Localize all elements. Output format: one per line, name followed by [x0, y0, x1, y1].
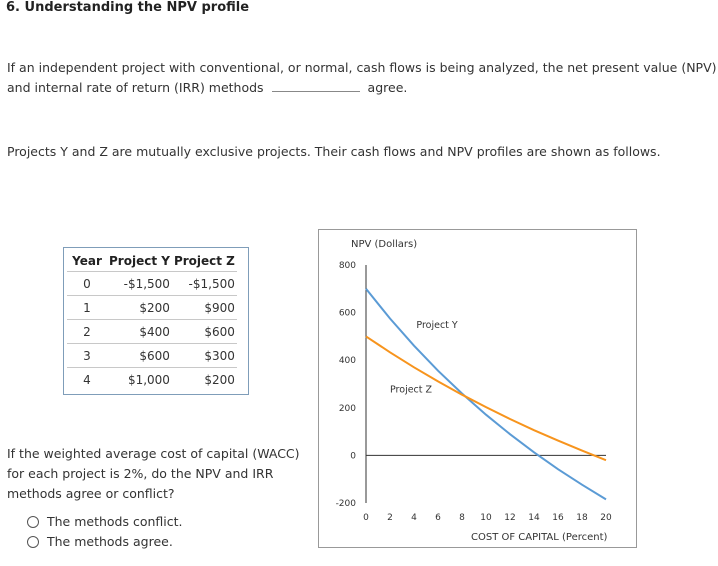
wacc-question: If the weighted average cost of capital … [7, 444, 307, 504]
table-row: 3 $600 $300 [67, 343, 237, 368]
chart-series-line [365, 288, 607, 501]
option-methods-agree[interactable]: The methods agree. [27, 534, 173, 549]
table-row: 1 $200 $900 [67, 295, 237, 320]
projects-intro: Projects Y and Z are mutually exclusive … [7, 144, 661, 159]
table-cell-year: 0 [67, 271, 107, 296]
radio-button[interactable] [27, 515, 39, 528]
table-header-year: Year [72, 254, 102, 268]
chart-x-tick-label: 2 [387, 513, 393, 523]
chart-x-axis-label: COST OF CAPITAL (Percent) [471, 532, 608, 543]
chart-y-tick-label: 0 [350, 451, 356, 461]
table-header-row: Year Project Y Project Z [67, 251, 237, 272]
chart-x-tick-label: 20 [600, 513, 612, 523]
table-cell-project-y: $200 [107, 295, 172, 320]
table-cell-project-z: $200 [171, 367, 237, 391]
chart-y-tick-label: -200 [336, 499, 357, 509]
option-label: The methods agree. [47, 534, 173, 549]
radio-button[interactable] [27, 535, 39, 548]
table-cell-project-y: $400 [107, 319, 172, 344]
table-cell-project-z: $300 [171, 343, 237, 368]
chart-x-tick-label: 8 [459, 513, 465, 523]
table-row: 4 $1,000 $200 [67, 367, 237, 391]
cash-flow-table: Year Project Y Project Z 0 -$1,500 -$1,5… [63, 247, 249, 395]
chart-x-tick-label: 18 [576, 513, 588, 523]
table-cell-year: 2 [67, 319, 107, 344]
table-row: 0 -$1,500 -$1,500 [67, 271, 237, 296]
chart-y-axis-label: NPV (Dollars) [351, 239, 417, 250]
chart-x-tick-label: 4 [411, 513, 417, 523]
page-title: 6. Understanding the NPV profile [6, 0, 250, 15]
intro-line-1: If an independent project with conventio… [7, 60, 717, 75]
table-cell-project-y: -$1,500 [107, 271, 172, 296]
intro-line-2: and internal rate of return (IRR) method… [7, 78, 407, 98]
chart-y-tick-label: 600 [339, 309, 356, 319]
table-cell-project-z: $600 [171, 319, 237, 344]
chart-x-tick-label: 14 [528, 513, 540, 523]
chart-x-tick-label: 10 [480, 513, 492, 523]
table-cell-project-z: $900 [171, 295, 237, 320]
chart-x-tick-label: 0 [363, 513, 369, 523]
table-header-project-y: Project Y [109, 254, 170, 268]
option-methods-conflict[interactable]: The methods conflict. [27, 514, 183, 529]
intro-line-2-before: and internal rate of return (IRR) method… [7, 80, 264, 95]
npv-chart-svg: NPV (Dollars) COST OF CAPITAL (Percent) … [336, 239, 612, 543]
table-cell-year: 3 [67, 343, 107, 368]
chart-x-tick-label: 12 [504, 513, 515, 523]
chart-series-line [365, 335, 607, 462]
intro-line-2-after: agree. [367, 80, 408, 95]
table-header-project-z: Project Z [173, 254, 235, 268]
chart-x-tick-label: 6 [435, 513, 441, 523]
table-cell-year: 1 [67, 295, 107, 320]
question-line-3: methods agree or conflict? [7, 486, 175, 501]
answer-blank-dropdown[interactable] [271, 78, 360, 92]
npv-profile-chart: NPV (Dollars) COST OF CAPITAL (Percent) … [318, 229, 637, 548]
question-line-2: for each project is 2%, do the NPV and I… [7, 466, 274, 481]
chart-y-tick-label: 400 [339, 356, 356, 366]
chart-series-label-project-y: Project Y [416, 320, 458, 331]
chart-y-tick-label: 800 [339, 261, 356, 271]
table-cell-project-z: -$1,500 [171, 271, 237, 296]
option-label: The methods conflict. [47, 514, 183, 529]
table-row: 2 $400 $600 [67, 319, 237, 344]
chart-y-tick-label: 200 [339, 404, 356, 414]
chart-series-label-project-z: Project Z [390, 385, 433, 396]
table-cell-year: 4 [67, 367, 107, 391]
table-cell-project-y: $1,000 [107, 367, 172, 391]
table-cell-project-y: $600 [107, 343, 172, 368]
question-line-1: If the weighted average cost of capital … [7, 446, 300, 461]
chart-x-tick-label: 16 [552, 513, 564, 523]
